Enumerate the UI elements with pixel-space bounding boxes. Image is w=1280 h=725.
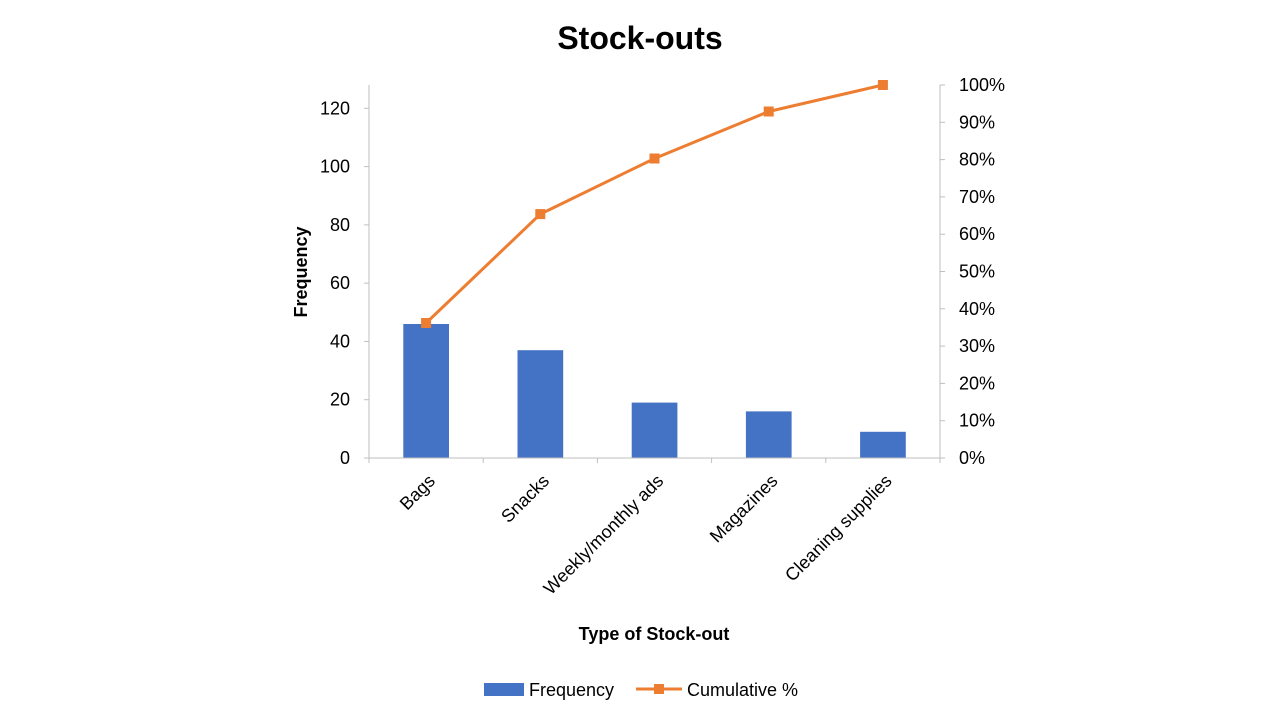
x-tick-label-3: Magazines bbox=[706, 471, 782, 547]
y2-tick-label-3: 30% bbox=[959, 336, 995, 356]
x-axis-title: Type of Stock-out bbox=[579, 624, 730, 644]
bar-4 bbox=[860, 431, 906, 458]
cumulative-marker-1 bbox=[535, 209, 546, 220]
x-tick-label-1: Snacks bbox=[497, 471, 553, 527]
legend-frequency-label: Frequency bbox=[529, 680, 614, 700]
y2-tick-label-2: 20% bbox=[959, 373, 995, 393]
cumulative-marker-4 bbox=[877, 80, 888, 90]
y2-tick-label-8: 80% bbox=[959, 150, 995, 170]
y-tick-label-0: 0 bbox=[340, 448, 350, 468]
y-axis-title: Frequency bbox=[291, 226, 311, 317]
y-tick-label-2: 40 bbox=[330, 331, 350, 351]
y-tick-label-4: 80 bbox=[330, 215, 350, 235]
plot-area: 0 20 40 60 80 100 120 0% 10% 20% 30% 40% 50% 60% 70% 80… bbox=[320, 75, 1005, 598]
y2-tick-label-10: 100% bbox=[959, 75, 1005, 95]
cumulative-marker-0 bbox=[421, 318, 432, 328]
y2-tick-label-6: 60% bbox=[959, 224, 995, 244]
cumulative-marker-2 bbox=[649, 153, 660, 164]
y2-tick-label-9: 90% bbox=[959, 112, 995, 132]
bar-2 bbox=[631, 402, 678, 458]
bar-0 bbox=[403, 324, 449, 458]
chart-title: Stock-outs bbox=[557, 20, 722, 56]
cumulative-line bbox=[425, 83, 884, 325]
y2-tick-label-4: 40% bbox=[959, 299, 995, 319]
legend-cumulative-marker bbox=[654, 684, 664, 694]
bar-3 bbox=[745, 411, 792, 458]
legend-cumulative-label: Cumulative % bbox=[687, 680, 798, 700]
y-tick-label-6: 120 bbox=[320, 98, 350, 118]
y2-tick-label-0: 0% bbox=[959, 448, 985, 468]
bar-1 bbox=[517, 350, 564, 458]
legend-frequency-swatch bbox=[484, 683, 524, 696]
x-tick-label-4: Cleaning supplies bbox=[781, 471, 896, 586]
x-tick-label-0: Bags bbox=[396, 471, 439, 514]
y-tick-label-5: 100 bbox=[320, 157, 350, 177]
cumulative-marker-3 bbox=[763, 106, 774, 117]
y-tick-label-3: 60 bbox=[330, 273, 350, 293]
y2-tick-label-5: 50% bbox=[959, 262, 995, 282]
x-tick-label-2: Weekly/monthly ads bbox=[540, 471, 668, 599]
legend: Frequency Cumulative % bbox=[484, 680, 798, 700]
y2-tick-label-7: 70% bbox=[959, 187, 995, 207]
y-tick-label-1: 20 bbox=[330, 390, 350, 410]
y2-tick-label-1: 10% bbox=[959, 411, 995, 431]
